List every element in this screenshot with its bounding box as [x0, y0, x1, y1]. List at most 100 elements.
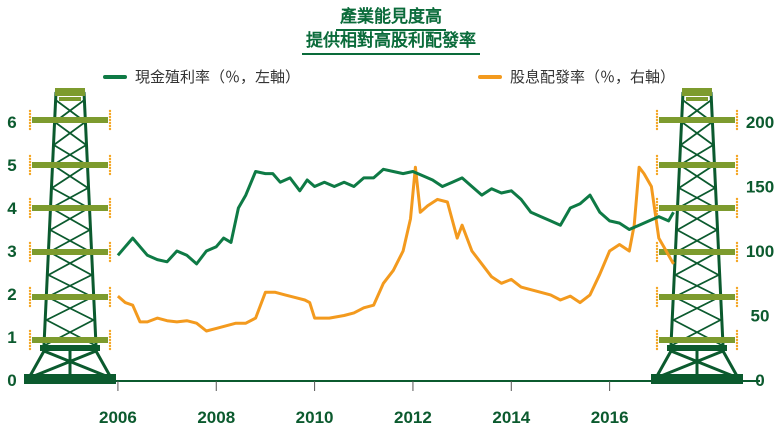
tower-insulator [28, 166, 32, 170]
tower-insulator [655, 335, 659, 339]
tower-insulator [735, 118, 739, 122]
tower-brace [680, 121, 714, 146]
tower-leg [42, 91, 98, 346]
tower-insulator [735, 338, 739, 342]
tower-insulator [28, 338, 32, 342]
tower-arm [32, 205, 108, 211]
tower-insulator [655, 203, 659, 207]
y-right-tick-label: 100 [746, 242, 774, 261]
tower-base-legs [28, 349, 112, 378]
tower-insulator [735, 163, 739, 167]
tower-insulator [655, 124, 659, 128]
tower-insulator [28, 118, 32, 122]
tower-insulator [28, 259, 32, 263]
legend-item-series-2: 股息配發率（％，右軸） [478, 66, 675, 87]
tower-left [24, 88, 116, 384]
tower-insulator [108, 241, 112, 245]
tower-insulator [28, 200, 32, 204]
x-tick-label: 2008 [197, 408, 235, 427]
tower-insulator [655, 118, 659, 122]
tower-insulator [655, 259, 659, 263]
tower-insulator [735, 212, 739, 216]
tower-insulator [735, 154, 739, 158]
legend-swatch-series-2 [478, 74, 502, 79]
tower-insulator [28, 197, 32, 201]
tower-insulator [655, 329, 659, 333]
tower-insulator [108, 256, 112, 260]
y-left-tick-label: 3 [7, 242, 16, 261]
tower-insulator [655, 244, 659, 248]
tower-insulator [655, 163, 659, 167]
tower-insulator [108, 118, 112, 122]
tower-insulator [28, 206, 32, 210]
tower-insulator [655, 115, 659, 119]
tower-insulator [735, 215, 739, 219]
tower-insulator [655, 121, 659, 125]
tower-insulator [655, 127, 659, 131]
tower-insulator [108, 253, 112, 257]
tower-insulator [655, 286, 659, 290]
tower-base-beam [667, 345, 727, 351]
tower-arm [32, 294, 108, 300]
tower-insulator [108, 335, 112, 339]
tower-insulator [735, 203, 739, 207]
tower-insulator [28, 295, 32, 299]
tower-insulator [108, 292, 112, 296]
tower-insulator [28, 163, 32, 167]
tower-insulator [108, 197, 112, 201]
tower-insulator [735, 298, 739, 302]
tower-insulator [28, 341, 32, 345]
tower-brace [51, 164, 89, 189]
legend-swatch-series-1 [103, 74, 127, 79]
tower-right [651, 88, 743, 384]
tower-insulator [108, 109, 112, 113]
tower-insulator [735, 169, 739, 173]
tower-insulator [655, 154, 659, 158]
tower-insulator [108, 244, 112, 248]
x-tick-label: 2006 [99, 408, 137, 427]
tower-insulator [735, 347, 739, 351]
tower-insulator [655, 247, 659, 251]
tower-brace [48, 229, 92, 253]
tower-insulator [108, 250, 112, 254]
tower-brace [52, 144, 88, 166]
tower-insulator [108, 203, 112, 207]
tower-insulator [108, 247, 112, 251]
tower-brace [679, 144, 715, 166]
tower-insulator [655, 256, 659, 260]
tower-insulator [108, 286, 112, 290]
tower-insulator [28, 241, 32, 245]
tower-insulator [28, 212, 32, 216]
legend-label-series-2: 股息配發率（％，右軸） [510, 69, 676, 86]
tower-insulator [655, 169, 659, 173]
tower-insulator [108, 127, 112, 131]
tower-brace [53, 121, 87, 146]
tower-insulator [28, 112, 32, 116]
tower-insulator [655, 250, 659, 254]
tower-insulator [655, 206, 659, 210]
tower-insulator [108, 154, 112, 158]
y-left-tick-label: 0 [7, 371, 16, 390]
tower-arm [659, 117, 735, 123]
tower-insulator [28, 127, 32, 131]
tower-cap [686, 97, 708, 101]
tower-brace [675, 229, 719, 253]
tower-insulator [655, 289, 659, 293]
tower-insulator [108, 259, 112, 263]
tower-insulator [655, 109, 659, 113]
tower-insulator [28, 292, 32, 296]
tower-insulator [735, 295, 739, 299]
tower-insulator [108, 115, 112, 119]
tower-brace [49, 207, 91, 231]
tower-brace [673, 296, 721, 321]
tower-insulator [735, 341, 739, 345]
tower-insulator [735, 157, 739, 161]
tower-insulator [735, 344, 739, 348]
tower-insulator [108, 301, 112, 305]
tower-insulator [655, 341, 659, 345]
tower-brace [677, 187, 717, 209]
tower-insulator [735, 335, 739, 339]
tower-insulator [108, 338, 112, 342]
tower-insulator [655, 197, 659, 201]
